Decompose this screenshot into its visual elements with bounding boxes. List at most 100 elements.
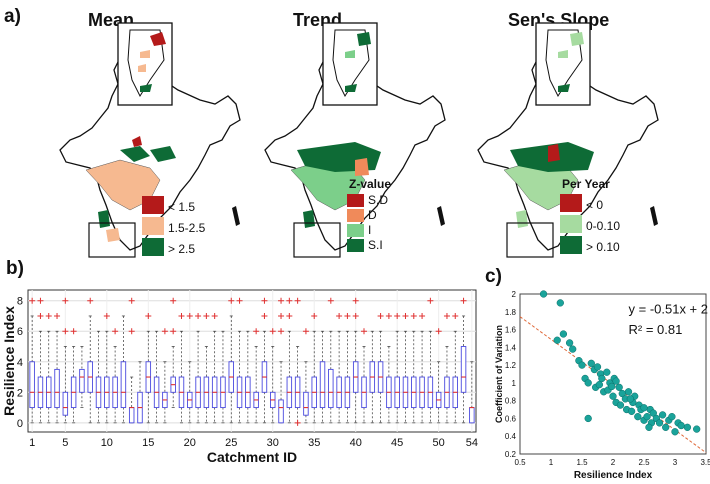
boxplot-xtick: 35 (308, 437, 320, 449)
box-16 (153, 330, 160, 424)
scatter-point (559, 330, 568, 338)
scatter-ytick: 0.8 (505, 397, 517, 406)
inset-g1-slope (570, 32, 584, 46)
box-38 (336, 312, 343, 424)
scatter-point (615, 383, 623, 391)
box-29 (261, 297, 268, 424)
box-10 (103, 312, 110, 424)
scatter-r2: R² = 0.81 (629, 322, 683, 337)
scatter-point (643, 413, 651, 421)
box-26 (236, 297, 243, 424)
scatter-xtick: 3.5 (700, 458, 710, 467)
region-mean-north2 (150, 146, 176, 162)
box-outlier (54, 312, 61, 319)
map-mean (59, 22, 241, 258)
scatter-ytick: 0.6 (505, 414, 517, 423)
box-12 (120, 315, 127, 424)
boxplot-xtick: 15 (142, 437, 154, 449)
legend-label-1-3: S.I (368, 238, 383, 252)
box-outlier (336, 312, 343, 319)
scatter-ylabel: Coefficient of Variation (494, 325, 504, 423)
scatter-ytick: 1.8 (505, 308, 517, 317)
boxplot-xtick: 1 (29, 437, 35, 449)
region-mean-tip (106, 228, 120, 242)
scatter-xlabel: Resilience Index (574, 470, 653, 481)
box-outlier (70, 328, 77, 335)
scatter-equation: y = -0.51x + 2 (629, 302, 709, 317)
scatter-ytick: 2 (512, 290, 517, 299)
scatter-xtick: 0.5 (514, 458, 526, 467)
box-30 (269, 328, 276, 424)
box-outlier (361, 328, 367, 335)
box-outlier (186, 312, 193, 319)
scatter-point (612, 377, 620, 385)
box-23 (211, 312, 218, 424)
panel-label-c: c) (485, 266, 502, 287)
box-9 (95, 330, 102, 424)
scatter-point (645, 423, 653, 431)
scatter-ytick: 0.4 (505, 432, 517, 441)
legend-label-0-2: > 2.5 (168, 242, 195, 256)
inset-g3-slope (558, 84, 570, 92)
box-outlier (311, 312, 318, 319)
box-outlier (443, 312, 450, 319)
boxplot-xtick: 45 (391, 437, 403, 449)
box-24 (220, 330, 226, 424)
scatter-point (683, 423, 692, 431)
box-body (303, 391, 309, 416)
inset-g2-trend (345, 50, 355, 58)
box-outlier (261, 312, 268, 319)
box-45 (394, 312, 401, 424)
scatter-point (655, 419, 664, 427)
legend-swatch-1-2 (347, 224, 364, 237)
box-body (469, 407, 475, 424)
region-mean-north1 (120, 146, 150, 162)
box-18 (170, 297, 177, 408)
scatter-point (668, 413, 676, 421)
scatter-ytick: 0.2 (505, 450, 517, 459)
map-sens-slope (477, 22, 659, 258)
box-outlier (29, 297, 36, 304)
boxplot-xtick: 5 (62, 437, 68, 449)
box-body (128, 407, 135, 424)
box-outlier (170, 297, 177, 304)
box-34 (302, 328, 309, 424)
box-13 (128, 297, 135, 424)
box-outlier (294, 419, 301, 426)
box-46 (402, 312, 409, 424)
inset-peach2-mean (138, 64, 146, 72)
scatter-point (649, 409, 657, 417)
scatter-point (598, 374, 606, 383)
box-outlier (87, 297, 94, 304)
map-trend (264, 22, 446, 258)
legend-swatch-0-0 (142, 196, 164, 214)
scatter-point (671, 428, 679, 436)
box-3 (45, 312, 52, 424)
box-11 (112, 328, 119, 424)
inset-g2-slope (558, 50, 568, 58)
box-outlier (452, 312, 459, 319)
box-body (54, 368, 60, 409)
islands-trend (437, 206, 445, 226)
boxplot-ytick: 2 (17, 387, 23, 399)
legend-title-2: Per Year (562, 177, 610, 191)
box-body (120, 361, 127, 409)
scatter-point (662, 423, 670, 431)
scatter-point (627, 407, 636, 415)
legend-swatch-0-1 (142, 217, 164, 235)
scatter-point (693, 425, 701, 433)
region-slope-red (548, 144, 560, 162)
box-outlier (45, 312, 52, 319)
legend-swatch-1-1 (347, 209, 364, 222)
legend-swatch-2-2 (560, 236, 582, 254)
scatter-point (608, 382, 616, 391)
scatter-xtick: 3 (673, 458, 678, 467)
boxplot-ytick: 6 (17, 326, 23, 338)
box-outlier (352, 312, 359, 319)
box-outlier (62, 328, 69, 335)
box-33 (294, 297, 301, 426)
box-outlier (427, 297, 434, 304)
boxplot-xtick: 54 (466, 437, 478, 449)
boxplot-ytick: 0 (17, 418, 23, 430)
box-outlier (294, 297, 301, 304)
